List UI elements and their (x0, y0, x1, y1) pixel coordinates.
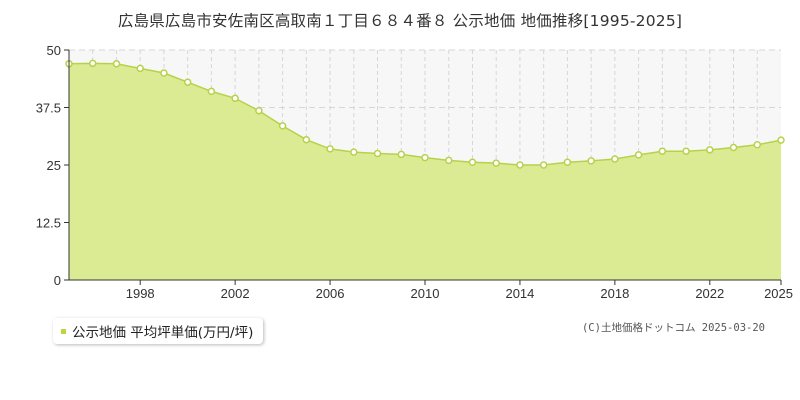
data-point (160, 69, 168, 77)
data-point (516, 161, 524, 169)
data-point (563, 158, 572, 166)
y-tick-label: 0 (54, 273, 61, 288)
data-point (682, 147, 690, 155)
y-tick-label: 25 (47, 158, 61, 173)
x-tick-label: 2018 (600, 286, 629, 301)
data-point (350, 148, 358, 156)
y-tick-label: 50 (47, 43, 61, 58)
data-point (88, 59, 97, 68)
x-tick-label: 2014 (505, 286, 534, 301)
legend-swatch (61, 328, 66, 334)
data-point (611, 155, 619, 163)
data-point (255, 106, 263, 115)
legend: 公示地価 平均坪単価(万円/坪) (53, 318, 264, 344)
data-point (421, 153, 429, 162)
data-point (278, 122, 287, 130)
data-point (587, 157, 595, 165)
data-point (302, 135, 311, 144)
x-tick-label: 2022 (695, 286, 724, 301)
data-point (207, 87, 216, 96)
x-tick-label: 2010 (411, 286, 440, 301)
data-point (658, 147, 667, 155)
y-tick-label: 37.5 (36, 101, 61, 116)
data-point (373, 149, 382, 158)
copyright-notice: (C)土地価格ドットコム 2025-03-20 (581, 322, 765, 334)
data-point (112, 60, 121, 68)
x-tick-label: 2025 (764, 286, 793, 301)
data-point (777, 136, 785, 144)
data-point (539, 161, 548, 169)
x-tick-label: 2002 (221, 286, 250, 301)
series-area (69, 63, 781, 281)
data-point (492, 159, 500, 167)
x-tick-label: 1998 (126, 286, 155, 301)
data-point (136, 64, 144, 73)
data-point (231, 94, 239, 103)
data-point (706, 146, 714, 154)
data-point (444, 156, 453, 165)
chart-title: 広島県広島市安佐南区高取南１丁目６８４番８ 公示地価 地価推移[1995-202… (117, 12, 683, 30)
data-point (326, 145, 334, 153)
x-tick-label: 2006 (316, 286, 345, 301)
y-tick-label: 12.5 (36, 216, 61, 231)
data-point (183, 78, 192, 86)
data-point (729, 143, 738, 152)
data-point (468, 158, 477, 166)
data-point (753, 141, 762, 149)
data-point (397, 150, 406, 159)
legend-label: 公示地価 平均坪単価(万円/坪) (72, 325, 254, 341)
data-point (634, 151, 643, 159)
